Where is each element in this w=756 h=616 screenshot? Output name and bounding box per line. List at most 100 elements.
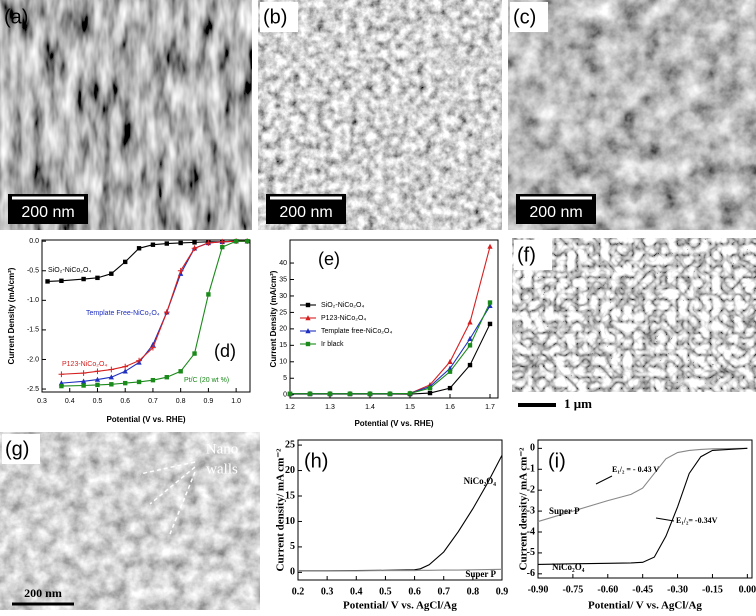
marker (233, 238, 239, 244)
marker (487, 243, 493, 249)
x-tick-label: 1.3 (325, 404, 335, 411)
y-tick-label: 0 (290, 567, 295, 578)
x-tick-label: 0.2 (292, 586, 305, 597)
marker (387, 391, 393, 396)
marker (305, 315, 311, 321)
marker (150, 377, 156, 383)
marker (108, 366, 115, 373)
y-tick-label: 30 (279, 293, 287, 300)
x-tick-label: -0.90 (528, 584, 549, 595)
marker (164, 241, 169, 246)
panel-label: (c) (513, 6, 536, 28)
micrograph (508, 0, 756, 230)
marker (81, 276, 86, 282)
y-axis-label: Current Density (mA/cm²) (7, 267, 16, 364)
y-tick-label: 25 (279, 309, 287, 316)
series-label: P123-NiCo₂O₄ (62, 361, 107, 368)
marker (307, 391, 313, 396)
y-axis-label: Current Density (mA/cm²) (269, 270, 278, 367)
y-tick-label: -1 (527, 464, 535, 475)
x-tick-label: 0.5 (379, 586, 392, 597)
series-label: Pt/C (20 wt %) (184, 377, 229, 384)
marker (58, 371, 65, 378)
marker (178, 240, 183, 246)
marker (80, 378, 87, 384)
series-label: SiO₂-NiCo₂O₄ (48, 267, 91, 274)
x-tick-label: -0.60 (597, 584, 618, 595)
micrograph (0, 0, 252, 230)
scale-bar-label: 1 μm (564, 396, 592, 411)
panel-label: (a) (4, 6, 28, 28)
y-tick-label: -6 (527, 568, 535, 579)
panel-label: (b) (263, 6, 287, 28)
scale-bar-label: 200 nm (529, 204, 582, 221)
legend-label: P123-NiCo₂O₄ (321, 315, 366, 322)
annotation-arrow (655, 517, 675, 522)
x-tick-label: -0.30 (667, 584, 688, 595)
x-tick-label: 1.6 (445, 404, 455, 411)
marker (447, 369, 453, 374)
series-label: NiCo₂O₄ (552, 562, 585, 572)
y-tick-label: 0.0 (29, 238, 39, 245)
x-tick-label: 0.4 (350, 586, 363, 597)
marker (122, 363, 129, 370)
marker (45, 279, 50, 284)
marker (81, 383, 86, 388)
x-tick-label: 1.7 (485, 404, 495, 411)
annotation-arrow (149, 466, 196, 505)
y-tick-label: 15 (279, 342, 287, 349)
marker (305, 302, 311, 308)
annotation-arrow (139, 461, 196, 475)
panel-label: (h) (304, 450, 328, 472)
marker (136, 357, 142, 364)
marker (447, 358, 453, 364)
y-tick-label: 20 (285, 465, 295, 476)
label-background (260, 2, 298, 32)
x-axis-label: Potential/ V vs. AgCl/Ag (588, 600, 702, 612)
y-tick-label: -5 (527, 547, 535, 558)
marker (191, 245, 198, 252)
x-tick-label: 0.6 (408, 586, 421, 597)
marker (122, 368, 128, 374)
x-tick-label: 1.2 (285, 404, 295, 411)
plot-frame (297, 439, 503, 581)
series-line (47, 240, 248, 282)
marker (163, 309, 170, 316)
series-line (298, 568, 503, 572)
annotation-arrow (595, 475, 613, 485)
marker (109, 382, 114, 387)
y-tick-label: 10 (279, 359, 287, 366)
y-tick-label: 10 (285, 516, 295, 527)
marker (123, 259, 128, 265)
panel-label: (e) (318, 249, 340, 269)
scale-bar-label: 200 nm (21, 204, 74, 221)
x-tick-label: 0.4 (65, 398, 75, 405)
marker (427, 385, 433, 391)
y-tick-label: 20 (279, 326, 287, 333)
marker (178, 369, 183, 374)
marker (59, 278, 64, 284)
y-tick-label: -2.0 (27, 356, 39, 363)
y-tick-label: 25 (285, 439, 295, 450)
series-line (61, 240, 248, 387)
x-tick-label: -0.45 (632, 584, 653, 595)
marker (150, 344, 156, 351)
legend-label: SiO₂-NiCo₂O₄ (321, 302, 364, 309)
y-tick-label: 40 (279, 260, 287, 267)
y-tick-label: 15 (285, 490, 295, 501)
y-tick-label: -3 (527, 505, 535, 516)
y-tick-label: 0 (283, 392, 287, 399)
marker (205, 240, 212, 246)
x-tick-label: 0.00 (739, 584, 756, 595)
y-tick-label: -0.5 (27, 268, 39, 275)
marker (80, 370, 87, 376)
x-tick-label: 0.7 (148, 398, 158, 405)
marker (59, 383, 64, 389)
marker (108, 374, 114, 380)
marker (94, 368, 101, 375)
series-line (298, 455, 503, 572)
marker (305, 328, 311, 334)
y-tick-label: -1.0 (27, 297, 39, 304)
marker (287, 391, 293, 396)
